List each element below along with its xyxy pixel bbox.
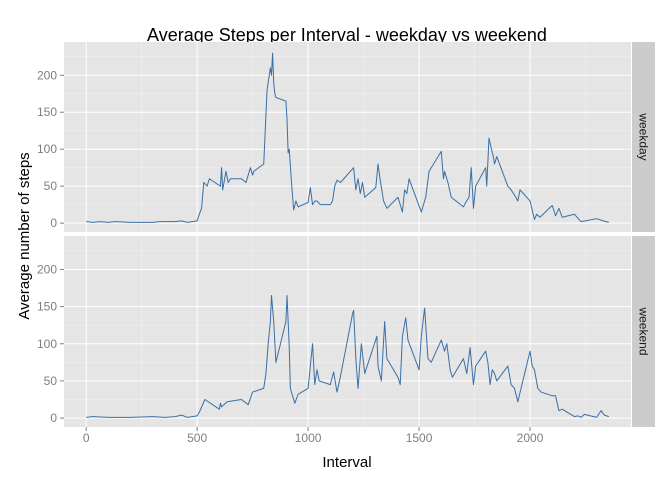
y-tick-label: 100	[37, 142, 57, 156]
facet-label-weekday: weekday	[637, 112, 651, 160]
y-tick-label: 0	[50, 411, 57, 425]
x-axis: 0 500 1000 1500 2000	[83, 427, 544, 445]
y-tick-label: 100	[37, 337, 57, 351]
facet-strip	[632, 42, 655, 232]
y-tick-label: 200	[37, 68, 57, 82]
panel-background	[64, 42, 631, 232]
x-tick-label: 1000	[295, 431, 322, 445]
y-axis-title: Average number of steps	[16, 152, 33, 319]
y-tick-label: 50	[44, 179, 58, 193]
y-tick-label: 200	[37, 262, 57, 276]
y-tick-label: 50	[44, 374, 58, 388]
facet-label-weekend: weekend	[637, 306, 651, 355]
y-tick-label: 0	[50, 216, 57, 230]
chart-title: Average Steps per Interval - weekday vs …	[147, 25, 547, 45]
y-tick-label: 150	[37, 105, 57, 119]
panel-weekend: 0 50 100 150 200 weekend	[37, 236, 655, 427]
x-tick-label: 500	[187, 431, 207, 445]
panel-background	[64, 236, 631, 427]
series-line-weekend	[86, 294, 609, 418]
x-tick-label: 2000	[517, 431, 544, 445]
panel-weekday: 0 50 100 150 200 weekday	[37, 42, 655, 232]
y-tick-label: 150	[37, 300, 57, 314]
series-line-weekday	[86, 52, 609, 223]
facet-strip	[632, 236, 655, 427]
facet-panels: 0 50 100 150 200 weekday 0 50 100 150 200 weekend 0 5…	[37, 42, 655, 445]
x-tick-label: 0	[83, 431, 90, 445]
x-tick-label: 1500	[406, 431, 433, 445]
x-axis-title: Interval	[322, 454, 371, 471]
